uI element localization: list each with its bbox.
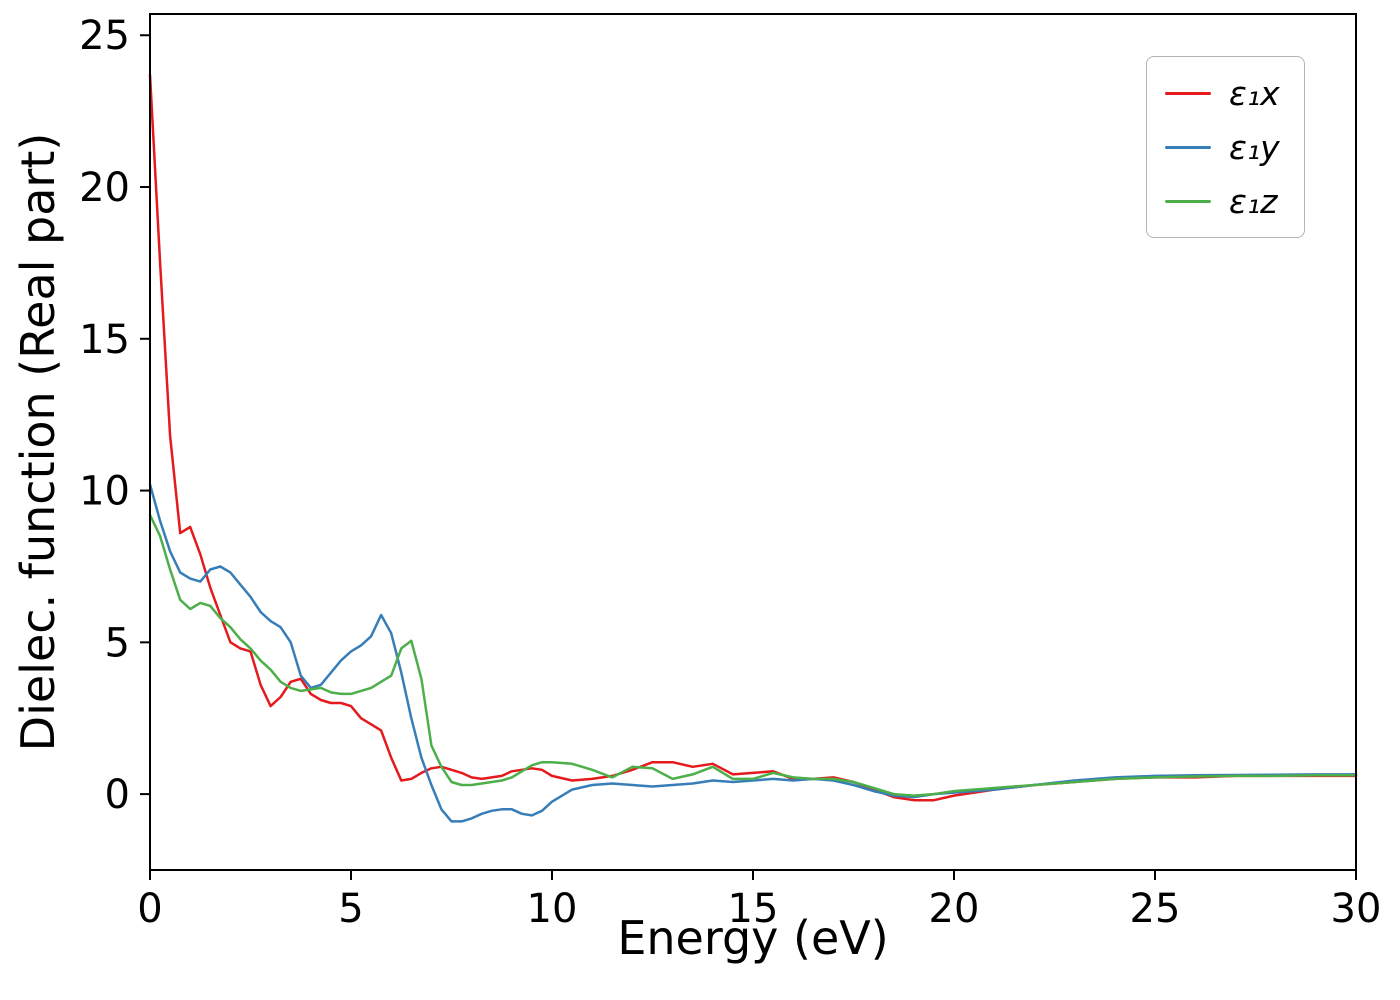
legend-line-swatch [1165,199,1211,203]
y-tick-label: 5 [105,620,130,666]
x-axis-label: Energy (eV) [617,911,889,965]
x-tick-label: 5 [338,886,363,932]
series-line [148,513,1358,797]
x-tick-label: 15 [728,886,779,932]
x-tick-label: 30 [1331,886,1382,932]
legend-label: ε₁x [1229,73,1280,113]
legend-label: ε₁y [1229,127,1280,167]
y-tick-label: 20 [79,165,130,211]
x-tick-label: 20 [929,886,980,932]
legend: ε₁x ε₁y ε₁z [1146,56,1305,238]
y-tick-label: 15 [79,317,130,363]
legend-item: ε₁z [1165,179,1280,223]
series-line [148,483,1358,823]
x-tick-label: 25 [1130,886,1181,932]
series-line [148,73,1358,802]
y-tick-label: 0 [105,772,130,818]
x-tick-label: 0 [137,886,162,932]
legend-line-swatch [1165,91,1211,95]
x-tick-label: 10 [527,886,578,932]
legend-item: ε₁y [1165,125,1280,169]
y-axis-label: Dielec. function (Real part) [11,132,65,752]
legend-label: ε₁z [1229,181,1278,221]
legend-item: ε₁x [1165,71,1280,115]
y-tick-label: 10 [79,469,130,515]
y-tick-label: 25 [79,13,130,59]
legend-line-swatch [1165,145,1211,149]
